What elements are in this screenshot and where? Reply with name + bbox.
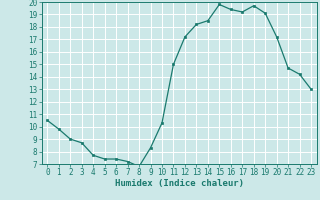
X-axis label: Humidex (Indice chaleur): Humidex (Indice chaleur) xyxy=(115,179,244,188)
